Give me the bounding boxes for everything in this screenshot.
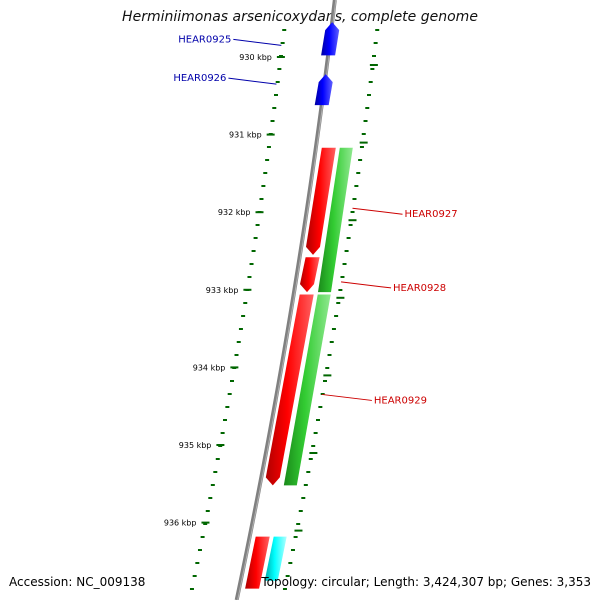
tick-label: 932 kbp [218,208,251,217]
label-leader [352,207,403,215]
cds-bar [283,294,331,486]
gene-label: HEAR0928 [393,283,446,294]
gene-bar-hear0929 [265,294,314,486]
gene-label: HEAR0925 [178,34,231,45]
label-leader [321,393,372,401]
topology-text: Topology: circular; Length: 3,424,307 bp… [261,575,591,589]
gene-bar-hear0926 [314,74,333,106]
tick-label: 934 kbp [193,363,226,372]
gene-label: HEAR0926 [173,73,226,84]
label-leader [340,281,392,289]
label-leader [233,38,282,46]
gene-bar-hear0925 [321,22,340,56]
map-title: Herminiimonas arsenicoxydans, complete g… [122,9,478,25]
gene-bar-partial [245,536,270,589]
tick-label: 935 kbp [179,441,212,450]
cds-bar [264,536,287,581]
tick-label: 930 kbp [239,53,272,62]
gene-label: HEAR0927 [405,209,458,220]
cds-bar [318,147,353,293]
label-leader [228,77,277,85]
gene-label: HEAR0929 [374,395,427,406]
gene-bar-hear0928 [300,257,320,293]
tick-label: 933 kbp [206,286,239,295]
accession-text: Accession: NC_009138 [9,575,146,589]
tick-label: 936 kbp [164,519,197,528]
gene-bar-hear0927 [306,147,336,255]
tick-label: 931 kbp [229,131,262,140]
